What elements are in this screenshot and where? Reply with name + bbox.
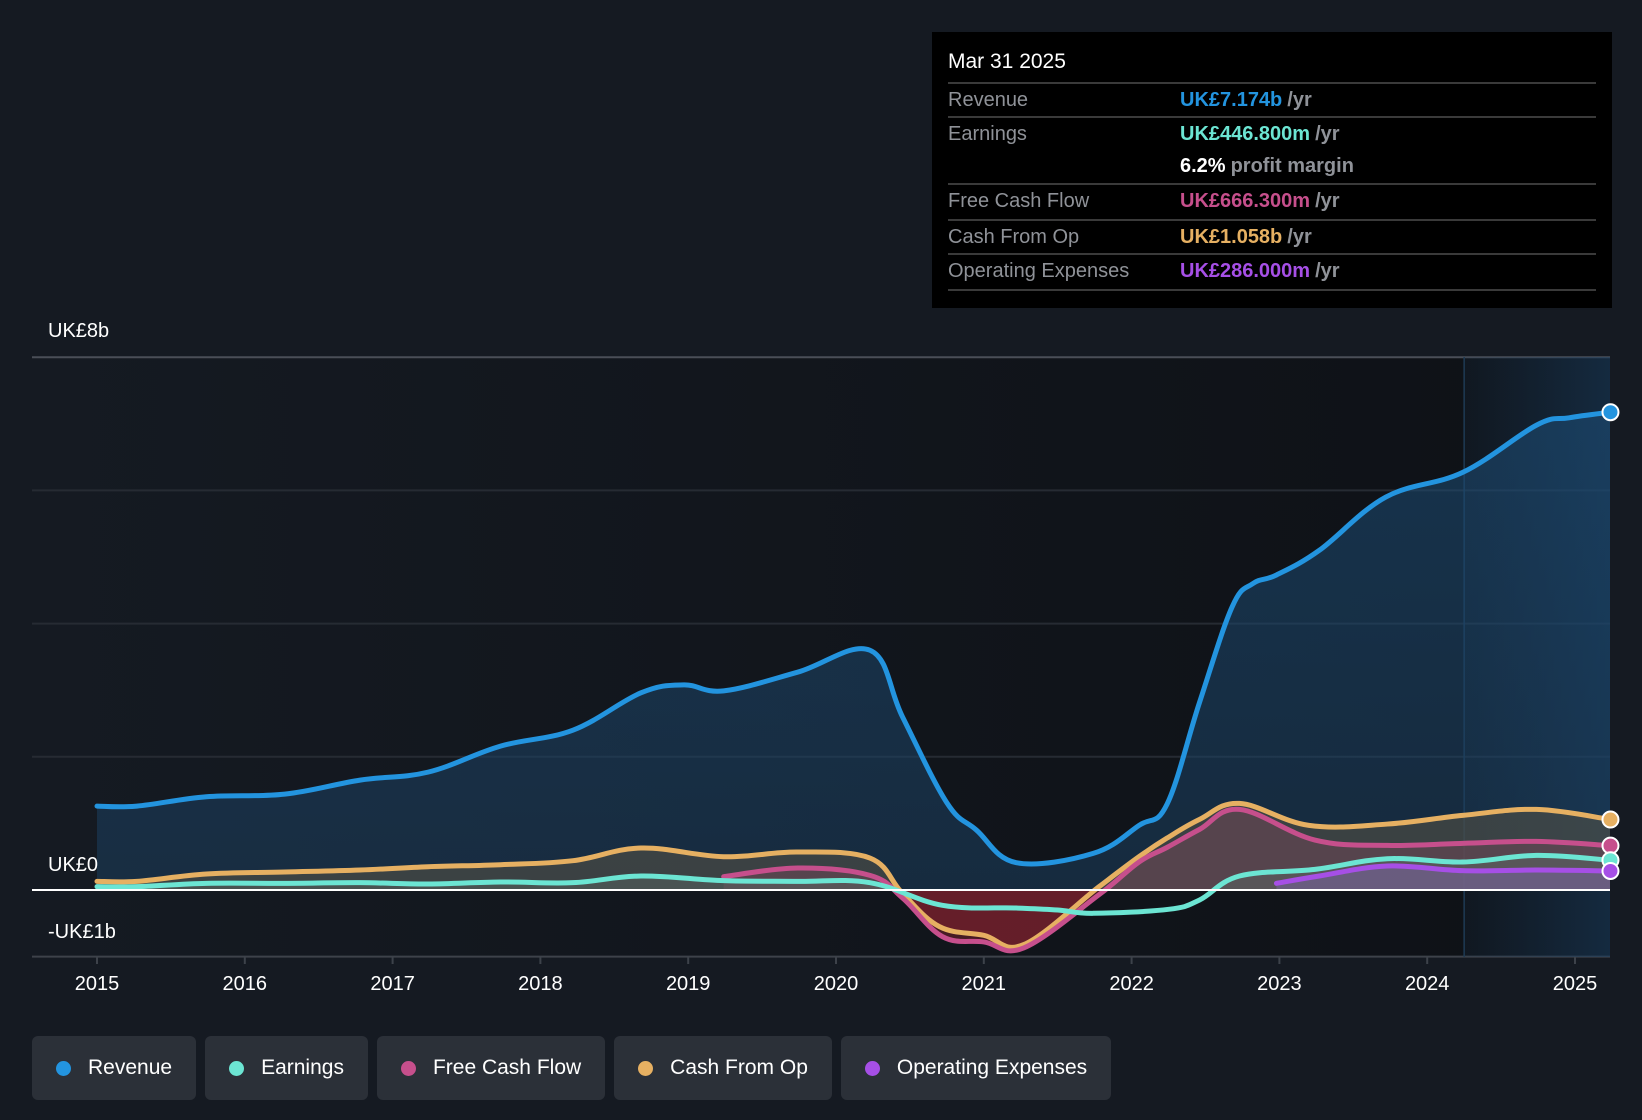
- tooltip-label: Operating Expenses: [948, 260, 1130, 282]
- tooltip-value-revenue: UK£7.174b/yr: [1180, 89, 1312, 111]
- revenue-end-marker: [1601, 403, 1620, 422]
- tooltip-value-profit-margin: 6.2% profit margin: [1180, 155, 1354, 177]
- x-tick-label: 2025: [1553, 973, 1598, 995]
- legend-label: Cash From Op: [670, 1056, 808, 1079]
- earnings-dot-icon: [229, 1060, 245, 1076]
- legend-label: Free Cash Flow: [432, 1056, 582, 1079]
- tooltip-row-revenue: Revenue UK£7.174b/yr: [948, 82, 1596, 116]
- legend-item-revenue[interactable]: Revenue: [32, 1036, 197, 1100]
- tooltip-label: Cash From Op: [948, 226, 1080, 248]
- tooltip-row-free-cash-flow: Free Cash Flow UK£666.300m/yr: [948, 183, 1596, 217]
- tooltip-row-profit-margin: 6.2% profit margin: [948, 150, 1596, 184]
- y-tick-label-bottom: -UK£1b: [48, 921, 116, 943]
- earnings-line: [94, 852, 1613, 916]
- x-tick-label: 2021: [962, 973, 1007, 995]
- x-tick-label: 2019: [666, 973, 711, 995]
- y-tick-label-zero: UK£0: [48, 854, 99, 876]
- x-tick-label: 2015: [75, 973, 120, 995]
- tooltip-date: Mar 31 2025: [948, 50, 1066, 73]
- legend-item-cash-from-op[interactable]: Cash From Op: [614, 1036, 832, 1100]
- x-tick-label: 2016: [223, 973, 268, 995]
- tooltip-row-cash-from-op: Cash From Op UK£1.058b/yr: [948, 219, 1596, 253]
- x-tick-label: 2017: [370, 973, 415, 995]
- x-tick-label: 2024: [1405, 973, 1450, 995]
- tooltip-row-earnings: Earnings UK£446.800m/yr: [948, 116, 1596, 150]
- operating-expenses-line: [1273, 863, 1613, 886]
- revenue-dot-icon: [56, 1060, 71, 1076]
- tooltip-label: Earnings: [948, 123, 1027, 145]
- cash-from-op-area: [97, 803, 1610, 890]
- cash-from-op-end-marker: [1601, 810, 1620, 829]
- tooltip-label: Free Cash Flow: [948, 190, 1090, 212]
- legend-label: Operating Expenses: [896, 1056, 1088, 1079]
- x-tick-label: 2022: [1109, 973, 1154, 995]
- free-cash-flow-end-marker: [1601, 836, 1620, 855]
- x-tick-label: 2020: [814, 973, 859, 995]
- legend-label: Earnings: [261, 1056, 344, 1079]
- tooltip-row-operating-expenses: Operating Expenses UK£286.000m/yr: [948, 253, 1596, 291]
- operating-expenses-dot-icon: [864, 1060, 880, 1076]
- tooltip-label: Revenue: [948, 89, 1029, 111]
- free-cash-flow-dot-icon: [400, 1060, 416, 1076]
- tooltip-value-free-cash-flow: UK£666.300m/yr: [1180, 190, 1340, 212]
- revenue-line: [94, 409, 1613, 867]
- chart-legend: Revenue Earnings Free Cash Flow Cash Fro…: [32, 1036, 1112, 1100]
- cash-from-op-dot-icon: [638, 1060, 654, 1076]
- legend-item-free-cash-flow[interactable]: Free Cash Flow: [376, 1036, 606, 1100]
- legend-item-earnings[interactable]: Earnings: [205, 1036, 368, 1100]
- cash-from-op-line: [94, 800, 1613, 950]
- operating-expenses-end-marker: [1601, 861, 1620, 880]
- tooltip-value-earnings: UK£446.800m/yr: [1180, 123, 1340, 145]
- tooltip-panel: Mar 31 2025 Revenue UK£7.174b/yr Earning…: [932, 32, 1612, 308]
- tooltip-value-cash-from-op: UK£1.058b/yr: [1180, 226, 1312, 248]
- tooltip-value-operating-expenses: UK£286.000m/yr: [1180, 260, 1340, 282]
- y-tick-label-top: UK£8b: [48, 320, 110, 342]
- legend-item-operating-expenses[interactable]: Operating Expenses: [840, 1036, 1112, 1100]
- x-tick-label: 2023: [1257, 973, 1302, 995]
- legend-label: Revenue: [88, 1056, 173, 1079]
- x-tick-label: 2018: [518, 973, 563, 995]
